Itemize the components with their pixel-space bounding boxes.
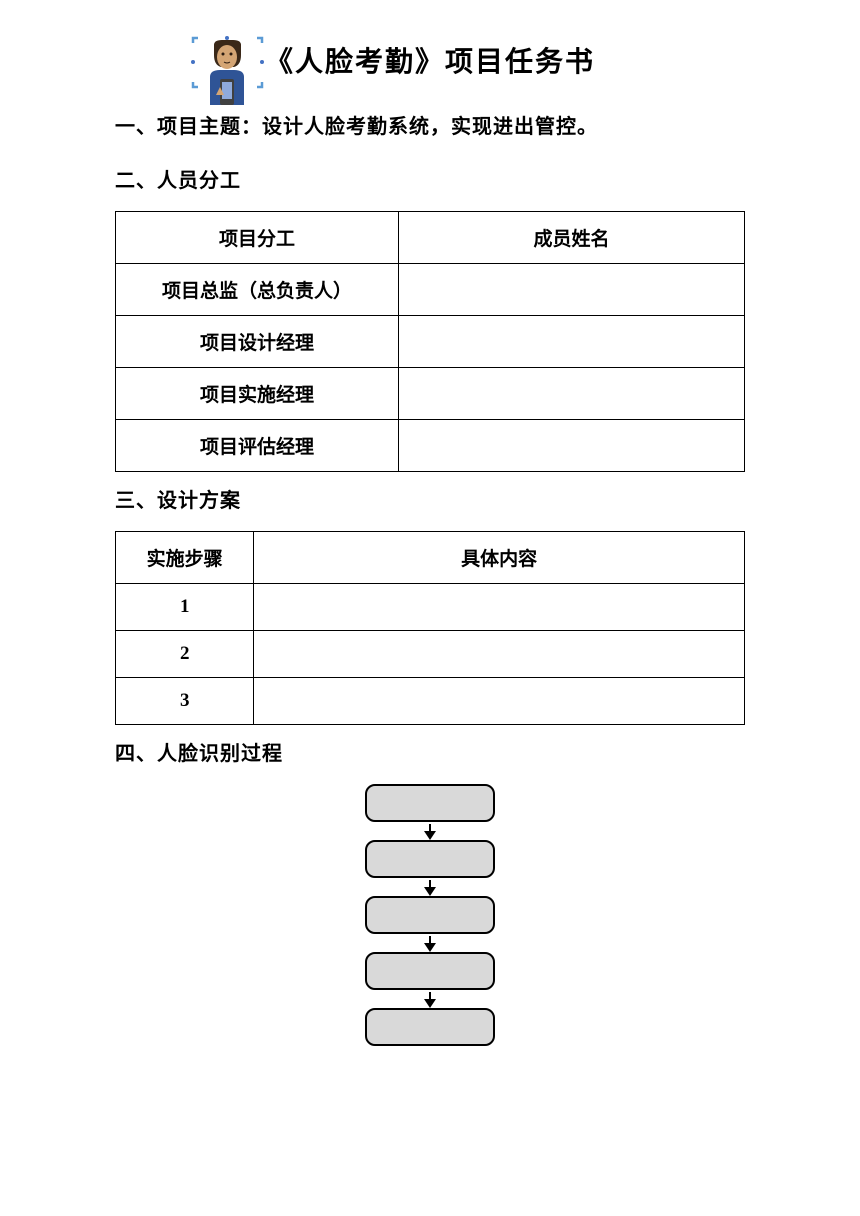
table-row: 项目实施经理 bbox=[116, 368, 745, 420]
flow-arrow-icon bbox=[429, 824, 431, 838]
name-cell[interactable] bbox=[399, 368, 745, 420]
page-title: 《人脸考勤》项目任务书 bbox=[265, 40, 595, 80]
personnel-table: 项目分工 成员姓名 项目总监（总负责人） 项目设计经理 项目实施经理 项目评估经… bbox=[115, 211, 745, 472]
document-header: 《人脸考勤》项目任务书 bbox=[115, 40, 745, 80]
flowchart-diagram bbox=[115, 784, 745, 1046]
flow-arrow-icon bbox=[429, 936, 431, 950]
section-one-text: 设计人脸考勤系统，实现进出管控。 bbox=[262, 116, 598, 138]
flow-node bbox=[365, 784, 495, 822]
table-row: 项目评估经理 bbox=[116, 420, 745, 472]
flow-node bbox=[365, 1008, 495, 1046]
flow-node bbox=[365, 952, 495, 990]
table-row: 3 bbox=[116, 678, 745, 725]
table-header-row: 项目分工 成员姓名 bbox=[116, 212, 745, 264]
section-recognition-process: 四、人脸识别过程 bbox=[115, 737, 745, 1046]
section-personnel: 二、人员分工 项目分工 成员姓名 项目总监（总负责人） 项目设计经理 项目实施经… bbox=[115, 164, 745, 472]
content-cell[interactable] bbox=[254, 678, 745, 725]
role-cell: 项目实施经理 bbox=[116, 368, 399, 420]
content-cell[interactable] bbox=[254, 631, 745, 678]
step-cell: 3 bbox=[116, 678, 254, 725]
face-scan-icon bbox=[190, 35, 265, 115]
table-header: 成员姓名 bbox=[399, 212, 745, 264]
table-row: 2 bbox=[116, 631, 745, 678]
content-cell[interactable] bbox=[254, 584, 745, 631]
section-four-label: 四、人脸识别过程 bbox=[115, 737, 745, 766]
name-cell[interactable] bbox=[399, 316, 745, 368]
step-cell: 2 bbox=[116, 631, 254, 678]
section-two-label: 二、人员分工 bbox=[115, 164, 745, 193]
flow-node bbox=[365, 840, 495, 878]
design-table: 实施步骤 具体内容 1 2 3 bbox=[115, 531, 745, 725]
table-header-row: 实施步骤 具体内容 bbox=[116, 532, 745, 584]
flow-arrow-icon bbox=[429, 992, 431, 1006]
section-one-label: 一、项目主题： bbox=[115, 116, 262, 138]
table-header: 项目分工 bbox=[116, 212, 399, 264]
name-cell[interactable] bbox=[399, 264, 745, 316]
table-row: 1 bbox=[116, 584, 745, 631]
table-row: 项目设计经理 bbox=[116, 316, 745, 368]
table-header: 实施步骤 bbox=[116, 532, 254, 584]
table-row: 项目总监（总负责人） bbox=[116, 264, 745, 316]
flow-arrow-icon bbox=[429, 880, 431, 894]
table-header: 具体内容 bbox=[254, 532, 745, 584]
section-design-plan: 三、设计方案 实施步骤 具体内容 1 2 3 bbox=[115, 484, 745, 725]
name-cell[interactable] bbox=[399, 420, 745, 472]
flow-node bbox=[365, 896, 495, 934]
step-cell: 1 bbox=[116, 584, 254, 631]
role-cell: 项目评估经理 bbox=[116, 420, 399, 472]
role-cell: 项目总监（总负责人） bbox=[116, 264, 399, 316]
section-three-label: 三、设计方案 bbox=[115, 484, 745, 513]
role-cell: 项目设计经理 bbox=[116, 316, 399, 368]
